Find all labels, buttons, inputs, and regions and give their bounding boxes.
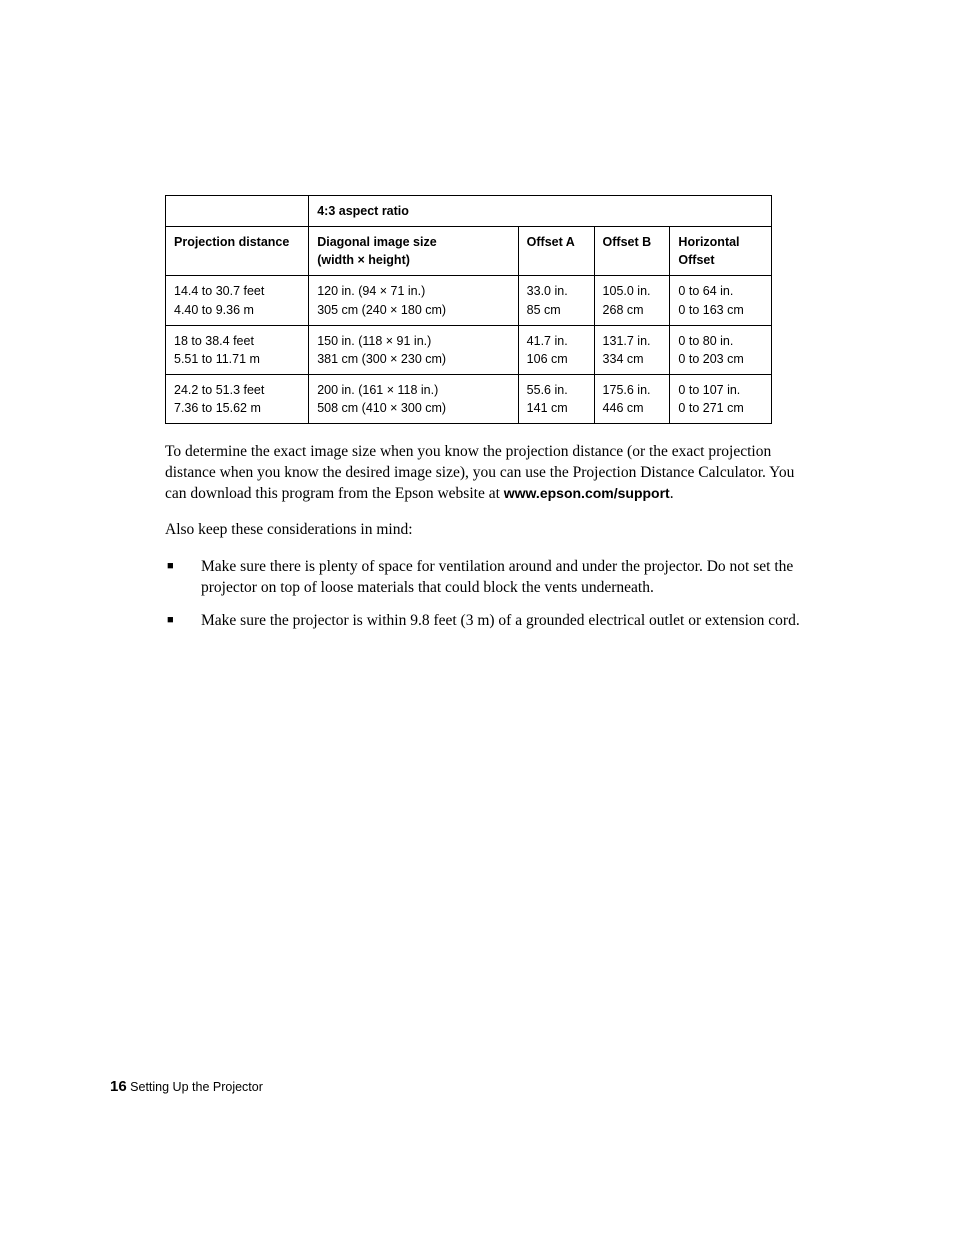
document-page: 4:3 aspect ratio Projection distance Dia… [0,0,954,1235]
cell-offset-b: 105.0 in. 268 cm [594,276,670,325]
cell-line: 120 in. (94 × 71 in.) [317,284,425,298]
table-header-diagonal-image-size: Diagonal image size (width × height) [309,227,518,276]
cell-line: 0 to 271 cm [678,401,743,415]
cell-horizontal-offset: 0 to 64 in. 0 to 163 cm [670,276,772,325]
cell-line: 0 to 203 cm [678,352,743,366]
cell-line: 305 cm (240 × 180 cm) [317,303,446,317]
cell-projection-distance: 14.4 to 30.7 feet 4.40 to 9.36 m [166,276,309,325]
cell-line: 33.0 in. [527,284,568,298]
cell-line: 55.6 in. [527,383,568,397]
cell-line: 14.4 to 30.7 feet [174,284,264,298]
paragraph-text: To determine the exact image size when y… [165,443,794,502]
cell-offset-a: 55.6 in. 141 cm [518,374,594,423]
cell-line: 18 to 38.4 feet [174,334,254,348]
list-item: Make sure there is plenty of space for v… [165,557,805,599]
footer-section-title: Setting Up the Projector [130,1080,263,1094]
cell-horizontal-offset: 0 to 107 in. 0 to 271 cm [670,374,772,423]
paragraph-text-end: . [670,485,674,502]
table-header-projection-distance: Projection distance [166,227,309,276]
cell-line: 105.0 in. [603,284,651,298]
cell-line: 4.40 to 9.36 m [174,303,254,317]
cell-line: 508 cm (410 × 300 cm) [317,401,446,415]
table-header-aspect: 4:3 aspect ratio [309,196,772,227]
paragraph-calculator-info: To determine the exact image size when y… [165,442,795,505]
cell-projection-distance: 24.2 to 51.3 feet 7.36 to 15.62 m [166,374,309,423]
cell-offset-b: 175.6 in. 446 cm [594,374,670,423]
cell-offset-a: 41.7 in. 106 cm [518,325,594,374]
table-row: 18 to 38.4 feet 5.51 to 11.71 m 150 in. … [166,325,772,374]
page-footer: 16 Setting Up the Projector [110,1078,263,1095]
considerations-list: Make sure there is plenty of space for v… [165,557,805,632]
cell-line: 106 cm [527,352,568,366]
cell-line: 141 cm [527,401,568,415]
list-item: Make sure the projector is within 9.8 fe… [165,611,805,632]
cell-line: 150 in. (118 × 91 in.) [317,334,431,348]
cell-line: 0 to 80 in. [678,334,733,348]
page-number: 16 [110,1078,127,1095]
cell-line: 24.2 to 51.3 feet [174,383,264,397]
cell-offset-b: 131.7 in. 334 cm [594,325,670,374]
cell-line: 175.6 in. [603,383,651,397]
table-header-empty [166,196,309,227]
cell-diagonal-image-size: 200 in. (161 × 118 in.) 508 cm (410 × 30… [309,374,518,423]
cell-line: 268 cm [603,303,644,317]
cell-line: 200 in. (161 × 118 in.) [317,383,438,397]
cell-diagonal-image-size: 150 in. (118 × 91 in.) 381 cm (300 × 230… [309,325,518,374]
table-header-horizontal-offset: Horizontal Offset [670,227,772,276]
cell-line: 0 to 163 cm [678,303,743,317]
cell-line: 41.7 in. [527,334,568,348]
header-ho-line2: Offset [678,253,714,267]
cell-line: 131.7 in. [603,334,651,348]
cell-line: 334 cm [603,352,644,366]
cell-line: 446 cm [603,401,644,415]
cell-line: 0 to 107 in. [678,383,740,397]
table-row: 24.2 to 51.3 feet 7.36 to 15.62 m 200 in… [166,374,772,423]
header-di-line1: Diagonal image size [317,235,436,249]
cell-horizontal-offset: 0 to 80 in. 0 to 203 cm [670,325,772,374]
cell-line: 85 cm [527,303,561,317]
cell-line: 381 cm (300 × 230 cm) [317,352,446,366]
cell-line: 5.51 to 11.71 m [174,352,260,366]
cell-line: 0 to 64 in. [678,284,733,298]
table-header-offset-a: Offset A [518,227,594,276]
cell-line: 7.36 to 15.62 m [174,401,261,415]
support-url: www.epson.com/support [504,485,670,501]
projection-table: 4:3 aspect ratio Projection distance Dia… [165,195,772,424]
header-ho-line1: Horizontal [678,235,739,249]
table-header-offset-b: Offset B [594,227,670,276]
cell-offset-a: 33.0 in. 85 cm [518,276,594,325]
cell-projection-distance: 18 to 38.4 feet 5.51 to 11.71 m [166,325,309,374]
table-row: 14.4 to 30.7 feet 4.40 to 9.36 m 120 in.… [166,276,772,325]
table-header-top-row: 4:3 aspect ratio [166,196,772,227]
table-header-row: Projection distance Diagonal image size … [166,227,772,276]
header-di-line2: (width × height) [317,253,410,267]
considerations-intro: Also keep these considerations in mind: [165,520,795,541]
cell-diagonal-image-size: 120 in. (94 × 71 in.) 305 cm (240 × 180 … [309,276,518,325]
